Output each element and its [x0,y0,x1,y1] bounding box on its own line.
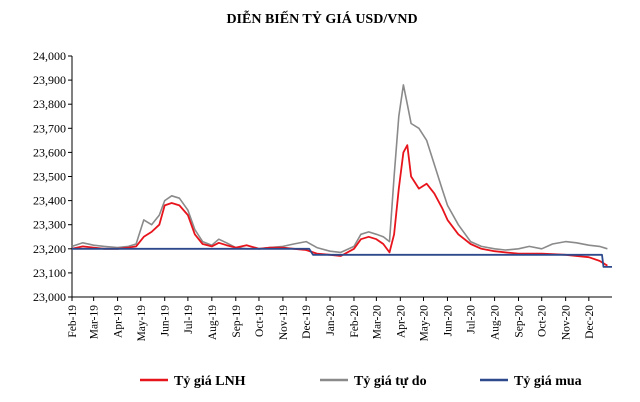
legend-label: Tỷ giá LNH [174,374,246,389]
y-tick-label: 23,400 [33,194,66,208]
x-tick-label: Oct-20 [537,305,549,337]
y-tick-label: 23,900 [33,73,66,87]
legend-label: Tỷ giá mua [514,374,582,389]
x-tick-label: Aug-20 [490,305,502,340]
x-tick-label: Dec-20 [584,305,596,339]
chart-title: DIỄN BIẾN TỶ GIÁ USD/VND [226,9,417,27]
x-tick-label: Sep-20 [514,305,526,338]
x-tick-label: Oct-19 [254,305,266,337]
x-tick-label: May-20 [419,305,431,342]
x-tick-label: Jun-19 [160,305,172,337]
x-tick-label: Mar-20 [371,305,383,340]
x-tick-label: Jun-20 [442,305,454,337]
x-tick-label: Sep-19 [231,305,243,338]
x-tick-label: May-19 [136,305,148,342]
y-tick-label: 23,600 [33,145,66,159]
y-tick-label: 23,300 [33,218,66,232]
y-tick-label: 23,000 [33,290,66,304]
x-tick-label: Jan-20 [325,305,337,336]
series-line-tu-do [71,84,608,254]
y-axis: 23,000 23,100 23,200 23,300 23,400 23,500 23,6… [33,49,73,304]
x-tick-label: Jul-19 [183,305,195,334]
x-tick-label: Nov-20 [561,305,573,340]
y-tick-label: 24,000 [33,49,66,63]
x-tick-label: Dec-19 [301,305,313,339]
series-line-lnh [71,144,608,267]
x-tick-label: Aug-19 [207,305,219,340]
y-tick-label: 23,800 [33,97,66,111]
x-tick-label: Mar-19 [89,305,101,340]
x-tick-label: Jul-20 [466,305,478,334]
x-tick-label: Feb-20 [349,305,361,338]
x-axis: Feb-19 Mar-19 Apr-19 May-19 Jun-19 Jul-19 Aug-… [67,296,612,342]
y-tick-label: 23,700 [33,121,66,135]
legend-label: Tỷ giá tự do [354,374,427,389]
y-tick-label: 23,500 [33,170,66,184]
legend: Tỷ giá LNH Tỷ giá tự do Tỷ giá mua [140,374,582,389]
x-tick-label: Apr-20 [395,305,407,338]
x-tick-label: Apr-19 [113,305,125,338]
x-tick-label: Feb-19 [67,305,79,338]
series-layer [71,84,612,268]
series-line-mua [72,247,612,268]
x-tick-label: Nov-19 [278,305,290,340]
y-tick-label: 23,200 [33,242,66,256]
y-tick-label: 23,100 [33,266,66,280]
